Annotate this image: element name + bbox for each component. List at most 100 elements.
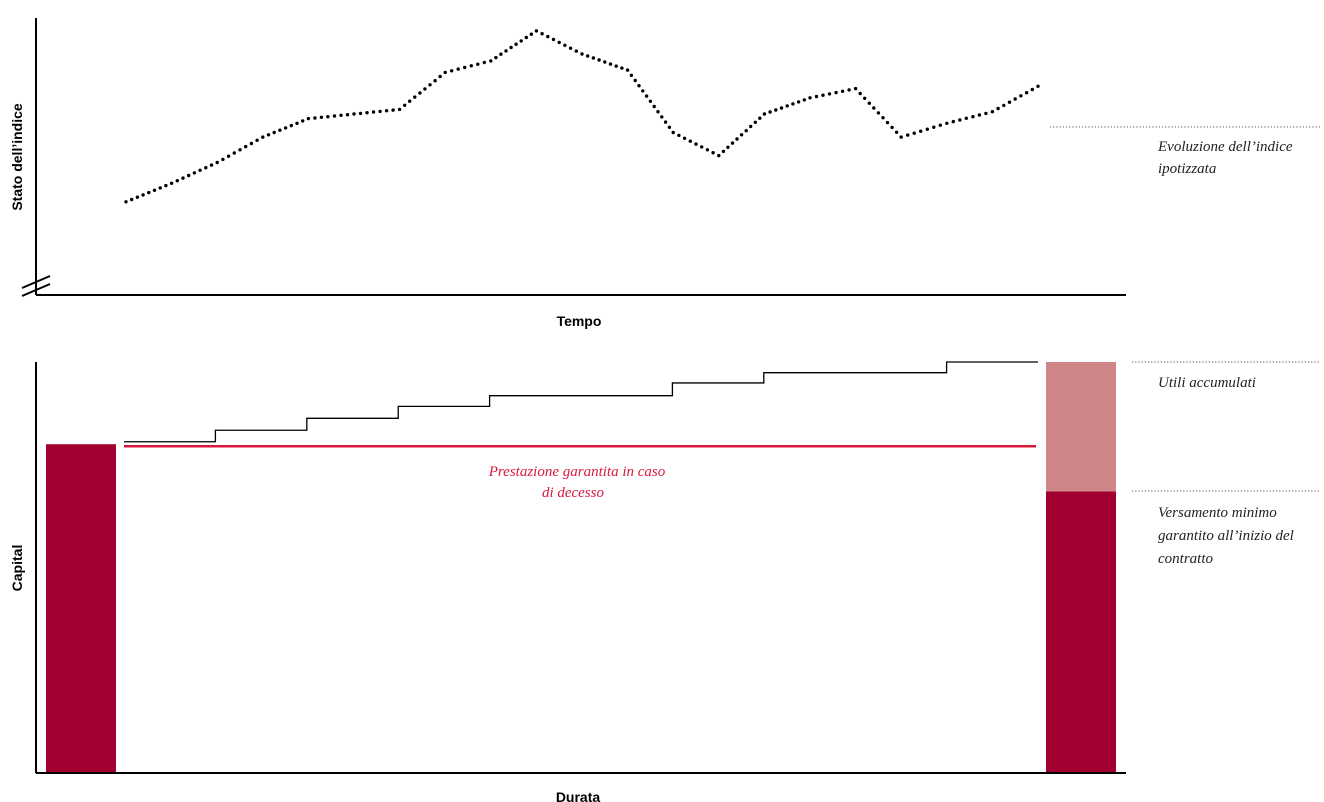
index-dot-132	[853, 86, 858, 91]
index-dot-104	[700, 145, 704, 149]
index-dot-29	[289, 123, 293, 128]
capital-x-axis-title: Durata	[556, 789, 601, 802]
index-dot-154	[977, 113, 982, 117]
guaranteed-line-label-1: Prestazione garantita in caso	[488, 464, 666, 480]
index-annotation-line1: Evoluzione dell’indice	[1157, 139, 1293, 155]
index-dot-51	[423, 87, 427, 91]
index-dot-21	[244, 144, 248, 149]
index-dot-125	[808, 96, 812, 100]
profit-annotation-label: Utili accumulati	[1158, 375, 1256, 391]
index-dot-84	[608, 62, 613, 66]
index-dot-116	[758, 116, 762, 120]
index-dot-105	[705, 148, 710, 152]
index-dot-133	[858, 91, 862, 96]
index-dot-65	[504, 49, 508, 53]
index-dot-120	[779, 106, 784, 110]
index-dot-30	[295, 121, 299, 126]
index-dot-140	[890, 125, 894, 130]
index-dot-59	[469, 64, 473, 68]
index-dot-162	[1024, 91, 1029, 95]
index-dot-79	[580, 52, 584, 56]
index-dot-147	[932, 125, 936, 129]
index-dot-108	[721, 149, 726, 154]
index-dot-70	[529, 32, 533, 36]
index-dot-40	[358, 111, 363, 116]
index-dot-109	[726, 145, 730, 149]
index-dot-44	[384, 109, 389, 113]
index-dot-15	[209, 163, 214, 167]
index-dot-100	[677, 133, 681, 138]
index-dot-41	[365, 111, 369, 115]
index-dot-158	[1002, 103, 1006, 108]
index-dot-136	[872, 106, 876, 110]
index-dot-66	[509, 45, 513, 50]
index-dot-11	[187, 173, 191, 178]
index-dot-117	[762, 112, 767, 116]
index-dot-36	[332, 114, 337, 118]
index-dot-33	[313, 116, 317, 120]
index-dot-19	[232, 151, 236, 155]
index-dot-49	[413, 95, 417, 99]
index-dot-25	[266, 133, 271, 137]
index-dot-16	[215, 160, 219, 165]
index-dot-5	[152, 188, 157, 192]
index-dot-37	[339, 113, 343, 118]
index-dot-8	[169, 181, 174, 185]
index-y-axis-title: Stato dell’indice	[9, 103, 25, 211]
index-dot-83	[603, 60, 607, 64]
index-dot-115	[753, 120, 757, 125]
index-dot-153	[971, 115, 975, 119]
end-minimum-deposit-bar	[1046, 491, 1116, 773]
index-dot-77	[568, 46, 573, 50]
index-dot-102	[688, 139, 692, 143]
index-dot-64	[499, 52, 503, 56]
index-dot-139	[885, 120, 890, 125]
index-dot-101	[682, 136, 687, 140]
index-dot-7	[164, 183, 168, 188]
capital-chart: Prestazione garantita in caso di decesso…	[9, 361, 1320, 802]
index-dot-52	[428, 83, 432, 87]
index-dot-67	[514, 42, 518, 46]
index-dot-38	[345, 113, 350, 117]
index-dot-123	[796, 100, 801, 104]
start-capital-bar	[46, 444, 116, 773]
index-dot-163	[1030, 87, 1035, 92]
index-dot-24	[261, 135, 265, 139]
index-dot-14	[204, 166, 208, 170]
index-dot-27	[278, 128, 282, 132]
index-dot-54	[438, 74, 442, 79]
index-dot-107	[717, 153, 721, 158]
index-dot-149	[945, 121, 949, 126]
index-dot-3	[141, 193, 145, 197]
profit-step-line	[124, 361, 1038, 443]
index-dot-82	[597, 58, 601, 62]
deposit-annotation-line2: garantito all’inizio del	[1158, 528, 1294, 544]
index-dot-130	[840, 89, 845, 94]
index-dot-85	[614, 64, 618, 68]
deposit-annotation-line3: contratto	[1158, 551, 1213, 567]
index-dotted-series	[124, 29, 1040, 204]
index-dot-121	[785, 104, 789, 108]
index-dot-94	[652, 104, 656, 109]
index-dot-119	[774, 108, 778, 112]
index-dot-80	[586, 54, 590, 58]
index-dot-61	[482, 60, 486, 65]
index-dot-6	[158, 186, 162, 190]
index-dot-74	[551, 37, 556, 42]
index-dot-0	[124, 200, 128, 204]
index-dot-114	[749, 124, 753, 129]
index-dot-161	[1019, 94, 1023, 98]
index-dot-111	[735, 137, 739, 141]
index-dot-95	[656, 110, 660, 114]
index-dot-55	[443, 70, 447, 75]
index-dot-134	[863, 96, 867, 101]
index-dot-4	[147, 190, 151, 195]
index-dot-34	[319, 115, 324, 120]
index-dot-106	[711, 151, 715, 155]
index-dot-93	[648, 99, 653, 104]
index-axis-break	[21, 275, 51, 297]
index-dot-62	[489, 59, 493, 63]
index-dot-160	[1013, 97, 1017, 101]
index-dot-81	[591, 56, 596, 60]
